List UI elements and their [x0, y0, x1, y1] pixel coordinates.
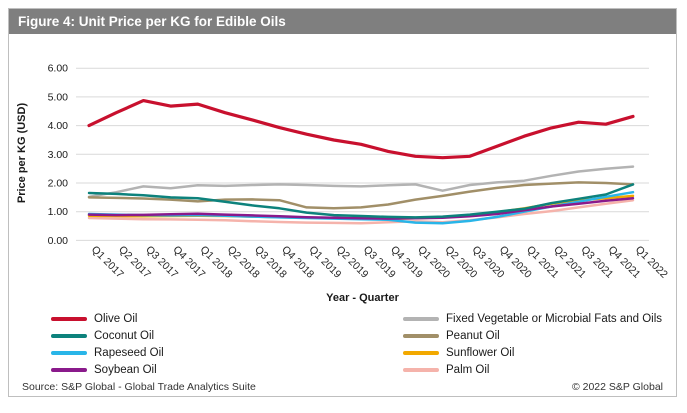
figure-title-bar: Figure 4: Unit Price per KG for Edible O… [9, 9, 676, 34]
legend-item-peanut-oil: Peanut Oil [403, 327, 662, 344]
legend-label: Fixed Vegetable or Microbial Fats and Oi… [446, 312, 663, 325]
legend-label: Olive Oil [94, 312, 138, 325]
legend-column-right: Fixed Vegetable or Microbial Fats and Oi… [403, 310, 662, 378]
series-line-soybean-oil [87, 196, 635, 220]
y-tick-label: 1.00 [48, 206, 69, 218]
figure-footer: Source: S&P Global - Global Trade Analyt… [22, 381, 663, 393]
legend-item-coconut-oil: Coconut Oil [51, 327, 164, 344]
legend-label: Sunflower Oil [446, 346, 515, 359]
legend-label: Coconut Oil [94, 329, 155, 342]
legend-item-fixed-vegetable-or-microbial-fats-and-oils: Fixed Vegetable or Microbial Fats and Oi… [403, 310, 662, 327]
legend-item-rapeseed-oil: Rapeseed Oil [51, 344, 164, 361]
legend-column-left: Olive Oil Coconut Oil Rapeseed Oil Soybean … [51, 310, 164, 378]
series-line-olive-oil [87, 98, 635, 160]
legend-swatch-palm-oil [403, 367, 439, 372]
legend-item-soybean-oil: Soybean Oil [51, 361, 164, 378]
legend-swatch-fixed-vegetable-or-microbial-fats-and-oils [403, 316, 439, 321]
legend-item-sunflower-oil: Sunflower Oil [403, 344, 662, 361]
legend-swatch-rapeseed-oil [51, 350, 87, 355]
x-axis-title: Year - Quarter [326, 292, 399, 304]
y-tick-label: 0.00 [48, 235, 69, 247]
y-tick-label: 5.00 [48, 91, 69, 103]
legend-swatch-sunflower-oil [403, 350, 439, 355]
copyright-note: © 2022 S&P Global [571, 381, 663, 393]
legend-label: Peanut Oil [446, 329, 500, 342]
y-tick-label: 6.00 [48, 63, 69, 75]
legend-item-palm-oil: Palm Oil [403, 361, 662, 378]
legend-label: Soybean Oil [94, 363, 157, 376]
source-note: Source: S&P Global - Global Trade Analyt… [22, 381, 256, 393]
chart-legend: Olive Oil Coconut Oil Rapeseed Oil Soybean … [9, 310, 676, 380]
y-tick-label: 4.00 [48, 120, 69, 132]
legend-swatch-coconut-oil [51, 333, 87, 338]
series-line-coconut-oil [87, 183, 635, 219]
legend-swatch-soybean-oil [51, 367, 87, 372]
legend-label: Rapeseed Oil [94, 346, 164, 359]
legend-item-olive-oil: Olive Oil [51, 310, 164, 327]
figure-panel: Figure 4: Unit Price per KG for Edible O… [8, 8, 677, 397]
y-tick-label: 3.00 [48, 149, 69, 161]
legend-label: Palm Oil [446, 363, 490, 376]
legend-swatch-peanut-oil [403, 333, 439, 338]
series-line-fixed-vegetable-or-microbial-fats-and-oils [87, 165, 635, 199]
series-line-peanut-oil [87, 181, 635, 210]
figure-title: Figure 4: Unit Price per KG for Edible O… [18, 14, 286, 29]
series-line-palm-oil [87, 198, 635, 225]
legend-swatch-olive-oil [51, 316, 87, 321]
y-tick-label: 2.00 [48, 178, 69, 190]
